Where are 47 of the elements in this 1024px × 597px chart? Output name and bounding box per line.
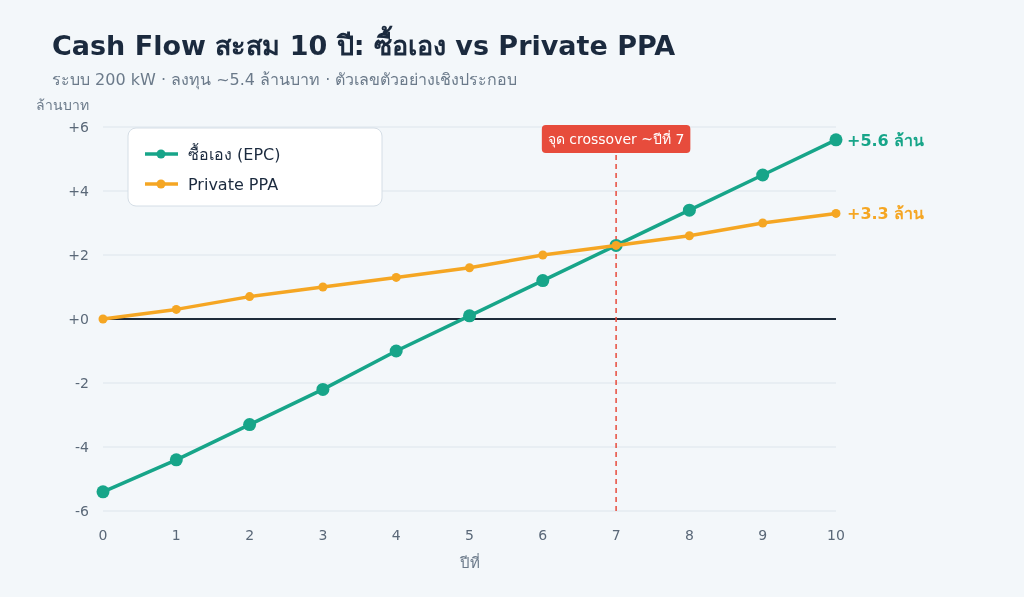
point — [243, 418, 257, 432]
x-tick-label: 5 — [465, 527, 474, 543]
x-tick-label: 3 — [318, 527, 328, 543]
point — [684, 231, 694, 241]
point — [831, 208, 841, 218]
point — [829, 133, 843, 147]
x-tick-label: 8 — [684, 527, 694, 543]
y-tick-label: +6 — [68, 119, 90, 135]
y-tick-label: +0 — [68, 311, 89, 327]
legend-label: Private PPA — [188, 175, 279, 194]
x-tick-label: 2 — [245, 527, 255, 543]
x-tick-label: 0 — [98, 527, 108, 543]
ref-line-label: จุด crossover ~ปีที่ 7 — [547, 130, 685, 148]
chart-subtitle: ระบบ 200 kW · ลงทุน ~5.4 ล้านบาท · ตัวเลขตัวอย่างเชิงประกอบ — [52, 70, 518, 90]
legend-label: ซื้อเอง (EPC) — [188, 143, 281, 164]
point — [96, 485, 110, 499]
point — [682, 203, 696, 217]
y-axis-title: ล้านบาท — [35, 97, 89, 113]
x-tick-label: 9 — [758, 527, 768, 543]
y-tick-label: +4 — [68, 183, 90, 199]
point — [98, 314, 108, 324]
point — [389, 344, 403, 358]
point — [245, 292, 255, 302]
x-axis-title: ปีที่ — [458, 552, 480, 572]
x-tick-label: 1 — [171, 527, 181, 543]
point — [169, 453, 183, 467]
x-tick-label: 10 — [827, 527, 845, 543]
point — [756, 168, 770, 182]
point — [391, 272, 401, 282]
y-tick-label: -6 — [75, 503, 90, 519]
x-tick-label: 4 — [391, 527, 401, 543]
x-tick-label: 6 — [538, 527, 548, 543]
point — [538, 250, 548, 260]
annotation: +3.3 ล้าน — [847, 204, 925, 224]
y-tick-label: -2 — [75, 375, 89, 391]
y-tick-label: +2 — [68, 247, 89, 263]
annotation: +5.6 ล้าน — [847, 130, 925, 150]
point — [171, 304, 181, 314]
point — [318, 282, 328, 292]
point — [465, 263, 474, 273]
point — [463, 309, 476, 323]
point — [316, 382, 330, 396]
y-tick-label: -4 — [75, 439, 90, 455]
chart-title: Cash Flow สะสม 10 ปี: ซื้อเอง vs Private PPA — [52, 25, 676, 61]
x-tick-label: 7 — [611, 527, 621, 543]
point — [536, 274, 550, 288]
point — [758, 218, 768, 228]
